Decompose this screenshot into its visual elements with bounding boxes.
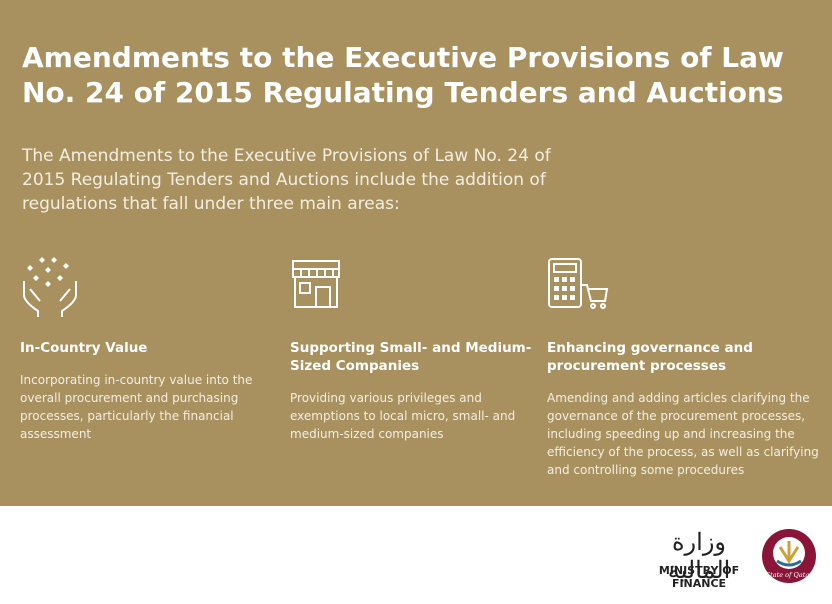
area-heading: In-Country Value (20, 340, 148, 356)
emblem: State of Qatar (762, 529, 816, 583)
icon (23, 257, 77, 317)
area-text: Incorporating in-country value into the … (20, 373, 253, 441)
icon (548, 258, 609, 309)
icon (292, 260, 340, 308)
area-text: Amending and adding articles clarifying … (547, 391, 819, 477)
intro: The Amendments to the Executive Provisio… (22, 146, 551, 214)
ministry-name: MINISTRY OF FINANCE (658, 564, 740, 590)
area: Enhancing governance and procurement pro… (547, 255, 819, 479)
area: In-Country Value Incorporating in-countr… (20, 255, 270, 443)
ministry-arabic: وزارة المالية (667, 528, 731, 584)
area-text: Providing various privileges and exempti… (290, 391, 516, 441)
emblem-text: State of Qatar (766, 571, 814, 579)
area-heading: Enhancing governance and procurement pro… (547, 340, 753, 374)
title: Amendments to the Executive Provisions o… (22, 41, 784, 109)
area: Supporting Small- and Medium-Sized Compa… (290, 255, 535, 443)
area-heading: Supporting Small- and Medium-Sized Compa… (290, 340, 532, 374)
banner: Amendments to the Executive Provisions o… (0, 0, 832, 506)
